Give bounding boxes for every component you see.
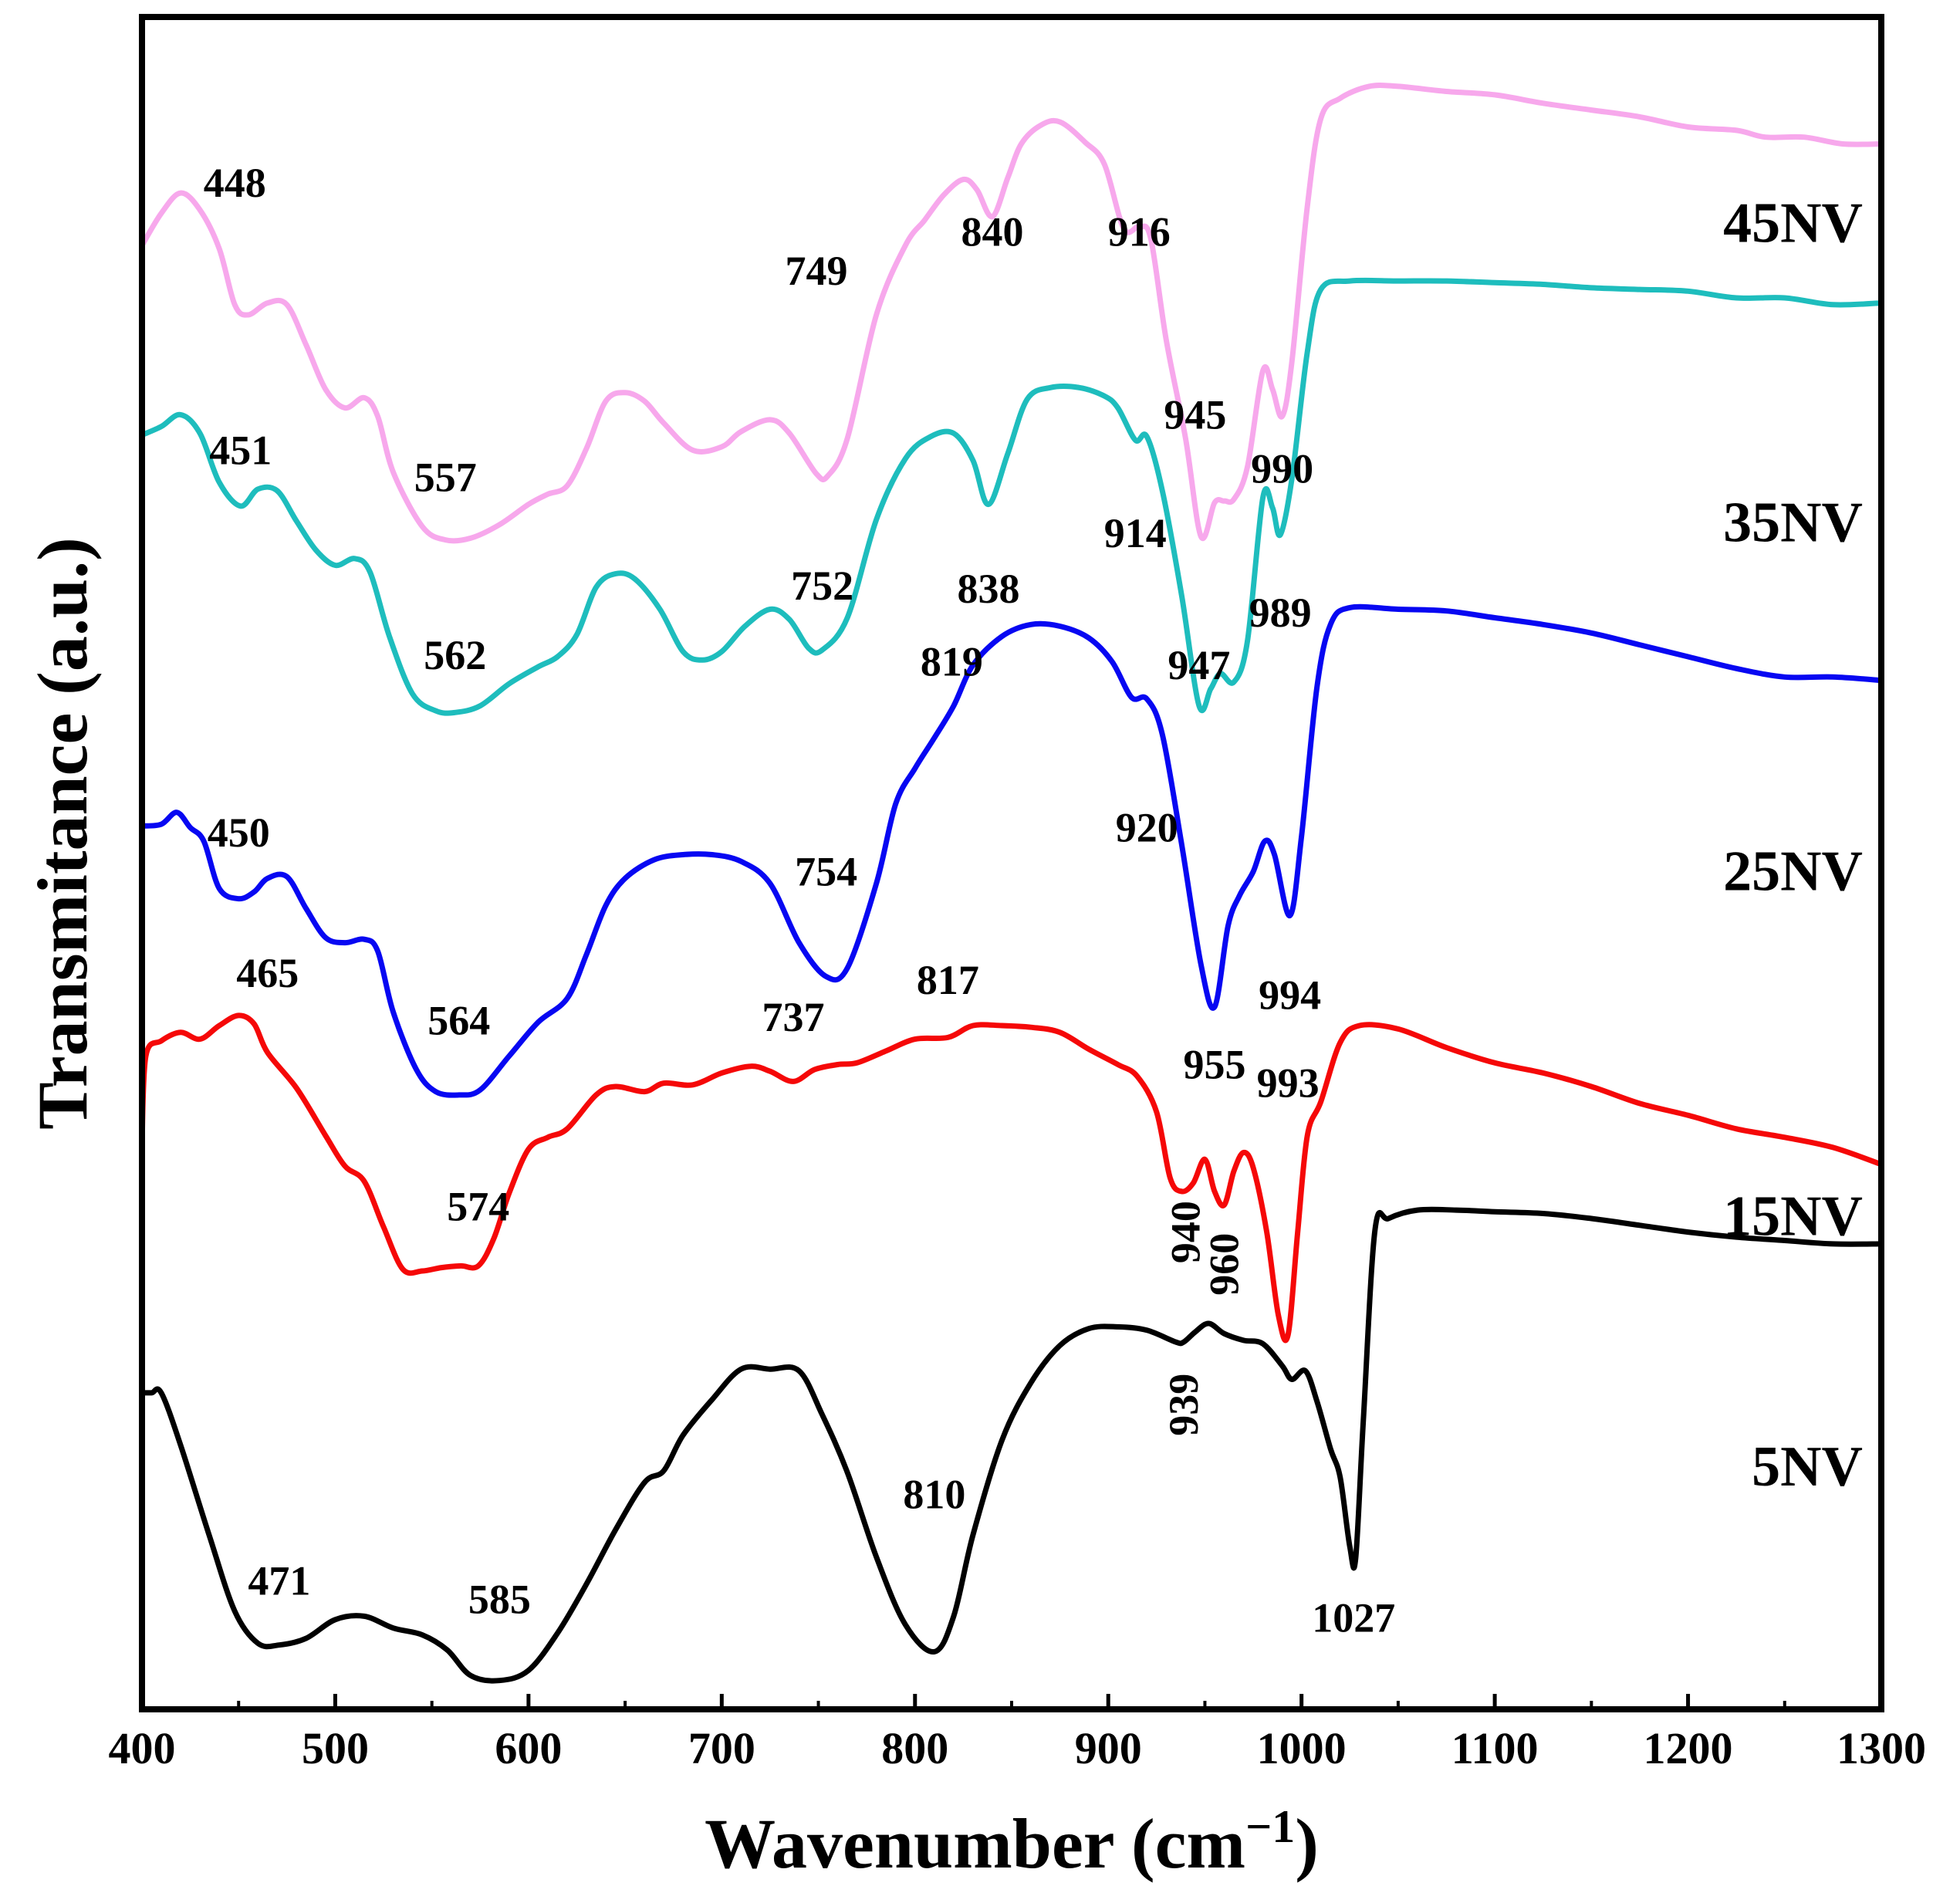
peak-label-35nv-562: 562 xyxy=(424,632,486,678)
peak-label-25nv-955: 955 xyxy=(1183,1041,1245,1087)
x-tick-label-1100: 1100 xyxy=(1451,1723,1539,1773)
peak-label-45nv-448: 448 xyxy=(204,160,266,206)
peak-label-5nv-471: 471 xyxy=(248,1557,310,1604)
series-label-35nv: 35NV xyxy=(1723,492,1863,555)
peak-label-35nv-752: 752 xyxy=(791,563,853,609)
peak-label-25nv-994: 994 xyxy=(1259,972,1321,1019)
series-layer xyxy=(139,83,1884,1684)
series-labels: 45NV 35NV 25NV 15NV 5NV xyxy=(1723,191,1863,1499)
x-tick-label-800: 800 xyxy=(881,1723,948,1773)
peak-label-15nv-960: 960 xyxy=(1201,1233,1248,1296)
x-tick-label-700: 700 xyxy=(688,1723,755,1773)
series-line-45nv xyxy=(139,83,1884,544)
x-tick-label-400: 400 xyxy=(109,1723,176,1773)
peak-label-25nv-819: 819 xyxy=(921,639,983,685)
peak-label-5nv-585: 585 xyxy=(468,1576,531,1622)
peak-label-15nv-940: 940 xyxy=(1162,1201,1208,1263)
peak-label-25nv-450: 450 xyxy=(208,810,270,856)
x-tick-label-1300: 1300 xyxy=(1837,1723,1926,1773)
peak-label-35nv-451: 451 xyxy=(209,427,272,473)
series-label-5nv: 5NV xyxy=(1752,1435,1863,1499)
series-line-25nv xyxy=(139,603,1884,1098)
peak-label-45nv-749: 749 xyxy=(786,248,848,294)
peak-label-15nv-993: 993 xyxy=(1257,1060,1320,1107)
peak-label-25nv-947: 947 xyxy=(1168,642,1230,688)
series-line-35nv xyxy=(139,277,1884,716)
series-label-25nv: 25NV xyxy=(1723,840,1863,903)
x-tick-label-600: 600 xyxy=(495,1723,562,1773)
peak-label-15nv-817: 817 xyxy=(917,957,979,1003)
series-line-15nv xyxy=(139,1012,1884,1344)
peak-label-35nv-914: 914 xyxy=(1104,510,1167,556)
y-axis-title: Transmitance (a.u.) xyxy=(23,537,102,1129)
peak-label-45nv-557: 557 xyxy=(414,454,477,500)
peak-label-15nv-465: 465 xyxy=(236,950,299,996)
x-axis-title: Wavenumber (cm−1) xyxy=(705,1801,1319,1883)
peak-label-45nv-990: 990 xyxy=(1251,446,1313,492)
peak-label-25nv-564: 564 xyxy=(427,997,490,1043)
peak-label-15nv-737: 737 xyxy=(762,994,824,1040)
series-label-45nv: 45NV xyxy=(1723,191,1863,255)
x-axis-ticks: 400 500 600 700 800 900 1000 1100 1200 1300 xyxy=(109,1694,1926,1773)
peak-label-5nv-939: 939 xyxy=(1161,1374,1207,1436)
x-tick-label-900: 900 xyxy=(1075,1723,1142,1773)
peak-label-5nv-810: 810 xyxy=(903,1471,965,1517)
peak-labels: 448 557 749 840 916 990 451 562 752 838 945 914 989 4… xyxy=(204,160,1396,1641)
x-tick-label-1000: 1000 xyxy=(1257,1723,1347,1773)
x-tick-label-500: 500 xyxy=(302,1723,369,1773)
peak-label-45nv-840: 840 xyxy=(961,209,1023,255)
peak-label-35nv-945: 945 xyxy=(1164,391,1226,438)
series-label-15nv: 15NV xyxy=(1723,1185,1863,1249)
peak-label-45nv-916: 916 xyxy=(1108,209,1171,255)
peak-label-35nv-838: 838 xyxy=(957,566,1019,612)
peak-label-25nv-754: 754 xyxy=(795,848,857,894)
peak-label-25nv-920: 920 xyxy=(1116,804,1178,850)
peak-label-5nv-1027: 1027 xyxy=(1312,1595,1395,1641)
peak-label-35nv-989: 989 xyxy=(1249,590,1312,636)
peak-label-15nv-574: 574 xyxy=(447,1184,509,1230)
series-line-5nv xyxy=(139,1206,1884,1684)
x-tick-label-1200: 1200 xyxy=(1644,1723,1733,1773)
